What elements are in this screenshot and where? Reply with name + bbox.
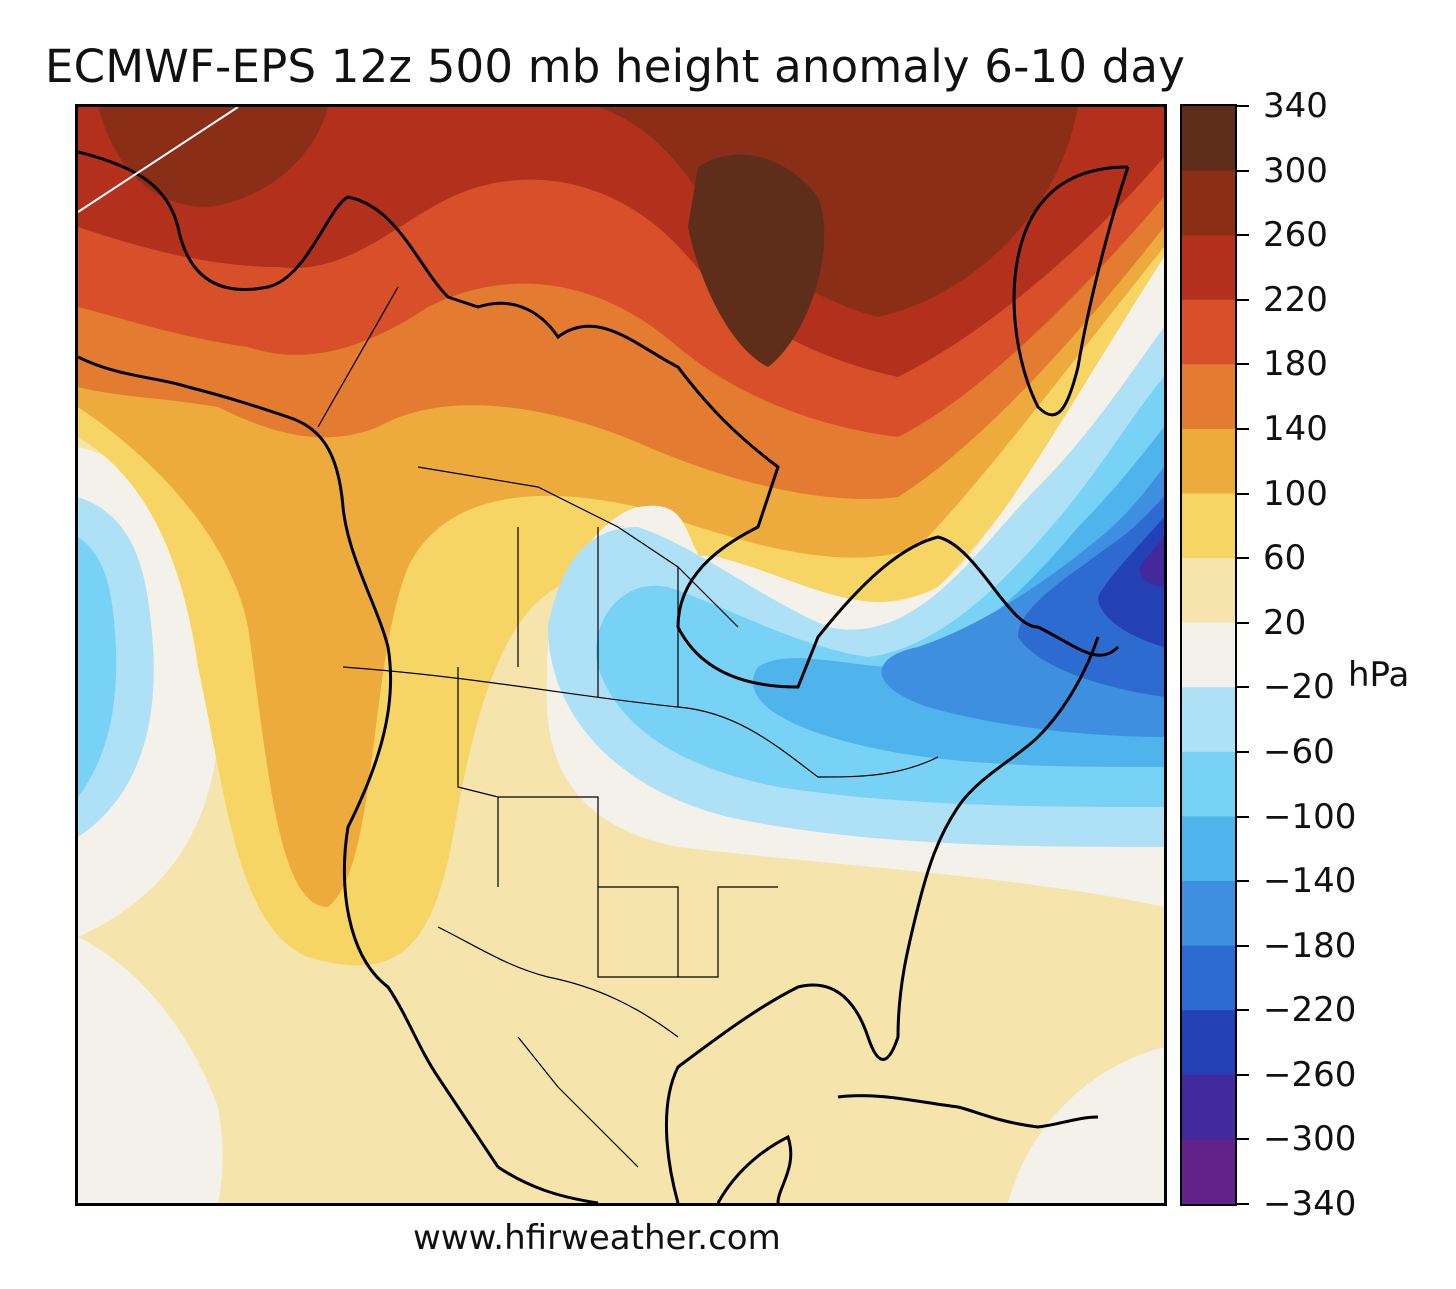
coastline-yucatan xyxy=(716,1134,793,1203)
coastline-greenland xyxy=(1012,165,1130,417)
colorbar-tick xyxy=(1237,1009,1249,1012)
colorbar-tick-label: 140 xyxy=(1263,408,1328,449)
colorbar-band xyxy=(1182,170,1235,236)
colorbar-tick xyxy=(1237,815,1249,818)
political-borders xyxy=(317,286,939,1168)
coastline-arctic-canada xyxy=(78,150,1120,689)
colorbar-band xyxy=(1182,235,1235,301)
colorbar-tick-label: 340 xyxy=(1263,86,1328,126)
colorbar-tick xyxy=(1237,880,1249,883)
border-canada-provinces-meridional xyxy=(517,527,679,707)
colorbar-tick-label: 20 xyxy=(1263,602,1307,643)
anomaly-map-svg xyxy=(78,107,1164,1203)
colorbar-tick xyxy=(1237,105,1249,107)
border-us-states-west xyxy=(457,667,499,887)
colorbar-band xyxy=(1182,881,1235,947)
colorbar-tick xyxy=(1237,363,1249,366)
colorbar-tick-label: −220 xyxy=(1263,990,1357,1031)
colorbar-tick-label: −60 xyxy=(1263,731,1335,772)
border-canada-provinces xyxy=(417,466,739,628)
colorbar-tick xyxy=(1237,1203,1249,1205)
colorbar-band xyxy=(1182,1010,1235,1076)
colorbar-band xyxy=(1182,945,1235,1011)
contour-band-260-300-alaska xyxy=(98,107,328,207)
colorbar-band xyxy=(1182,106,1235,172)
colorbar-tick xyxy=(1237,944,1249,947)
border-mexico-states xyxy=(517,1036,639,1168)
colorbar-tick-label: −180 xyxy=(1263,925,1357,966)
contour-band-300-340 xyxy=(688,154,825,367)
colorbar-tick-label: 60 xyxy=(1263,538,1307,579)
colorbar-tick xyxy=(1237,750,1249,753)
border-alaska-canada xyxy=(317,286,399,428)
colorbar-band xyxy=(1182,622,1235,688)
colorbar-tick xyxy=(1237,169,1249,172)
colorbar-band xyxy=(1182,428,1235,495)
colorbar-tick-label: −140 xyxy=(1263,861,1357,902)
colorbar-tick-label: −260 xyxy=(1263,1054,1357,1095)
contour-band-pacific-minus60 xyxy=(78,537,117,797)
colorbar-unit: hPa xyxy=(1348,655,1410,695)
colorbar-tick xyxy=(1237,492,1249,495)
colorbar-band xyxy=(1182,1139,1235,1204)
colorbar-tick-label: 220 xyxy=(1263,279,1328,320)
contour-band-atlantic-se-neutral xyxy=(1008,1047,1164,1203)
colorbar-band xyxy=(1182,816,1235,882)
colorbar-tick-label: −20 xyxy=(1263,667,1335,708)
colorbar-tick-label: 300 xyxy=(1263,150,1328,191)
colorbar-tick-label: −300 xyxy=(1263,1119,1357,1160)
colorbar-tick xyxy=(1237,621,1249,624)
colorbar-tick xyxy=(1237,1138,1249,1141)
colorbar-band xyxy=(1182,299,1235,365)
colorbar-band xyxy=(1182,493,1235,559)
coastlines xyxy=(78,150,1130,1203)
chart-title: ECMWF-EPS 12z 500 mb height anomaly 6-10… xyxy=(45,40,1186,93)
border-us-canada xyxy=(342,666,939,778)
colorbar xyxy=(1180,104,1237,1206)
colorbar-tick xyxy=(1237,1073,1249,1076)
coastline-caribbean-islands xyxy=(837,1094,1099,1129)
coastline-pacific xyxy=(78,355,500,1168)
colorbar-tick xyxy=(1237,557,1249,560)
border-us-states-east xyxy=(597,886,778,978)
colorbar-band xyxy=(1182,364,1235,430)
colorbar-tick-label: 100 xyxy=(1263,473,1328,514)
colorbar-tick xyxy=(1237,427,1249,430)
colorbar-tick-label: −340 xyxy=(1263,1184,1357,1224)
colorbar-svg xyxy=(1182,106,1235,1204)
contour-band-minus180-minus220 xyxy=(1018,497,1164,697)
colorbar-band xyxy=(1182,751,1235,818)
colorbar-tick-label: 260 xyxy=(1263,215,1328,256)
anomaly-map[interactable] xyxy=(75,104,1167,1206)
border-us-mexico xyxy=(437,926,679,1038)
colorbar-tick-label: 180 xyxy=(1263,344,1328,385)
dateline-line xyxy=(78,107,239,213)
colorbar-band xyxy=(1182,558,1235,624)
contour-band-minus260-minus300 xyxy=(1139,537,1164,587)
colorbar-tick xyxy=(1237,686,1249,689)
colorbar-band xyxy=(1182,1074,1235,1141)
colorbar-tick-label: −100 xyxy=(1263,796,1357,837)
contour-band-minus220-minus260 xyxy=(1098,517,1164,647)
colorbar-band xyxy=(1182,687,1235,753)
colorbar-tick xyxy=(1237,234,1249,237)
source-url[interactable]: www.hfirweather.com xyxy=(413,1218,781,1258)
contour-band-pacific-sw-neutral xyxy=(78,937,223,1203)
coastline-mexico-west xyxy=(497,1165,599,1203)
colorbar-tick xyxy=(1237,298,1249,301)
coastline-gulf-atlantic xyxy=(664,636,1100,1203)
